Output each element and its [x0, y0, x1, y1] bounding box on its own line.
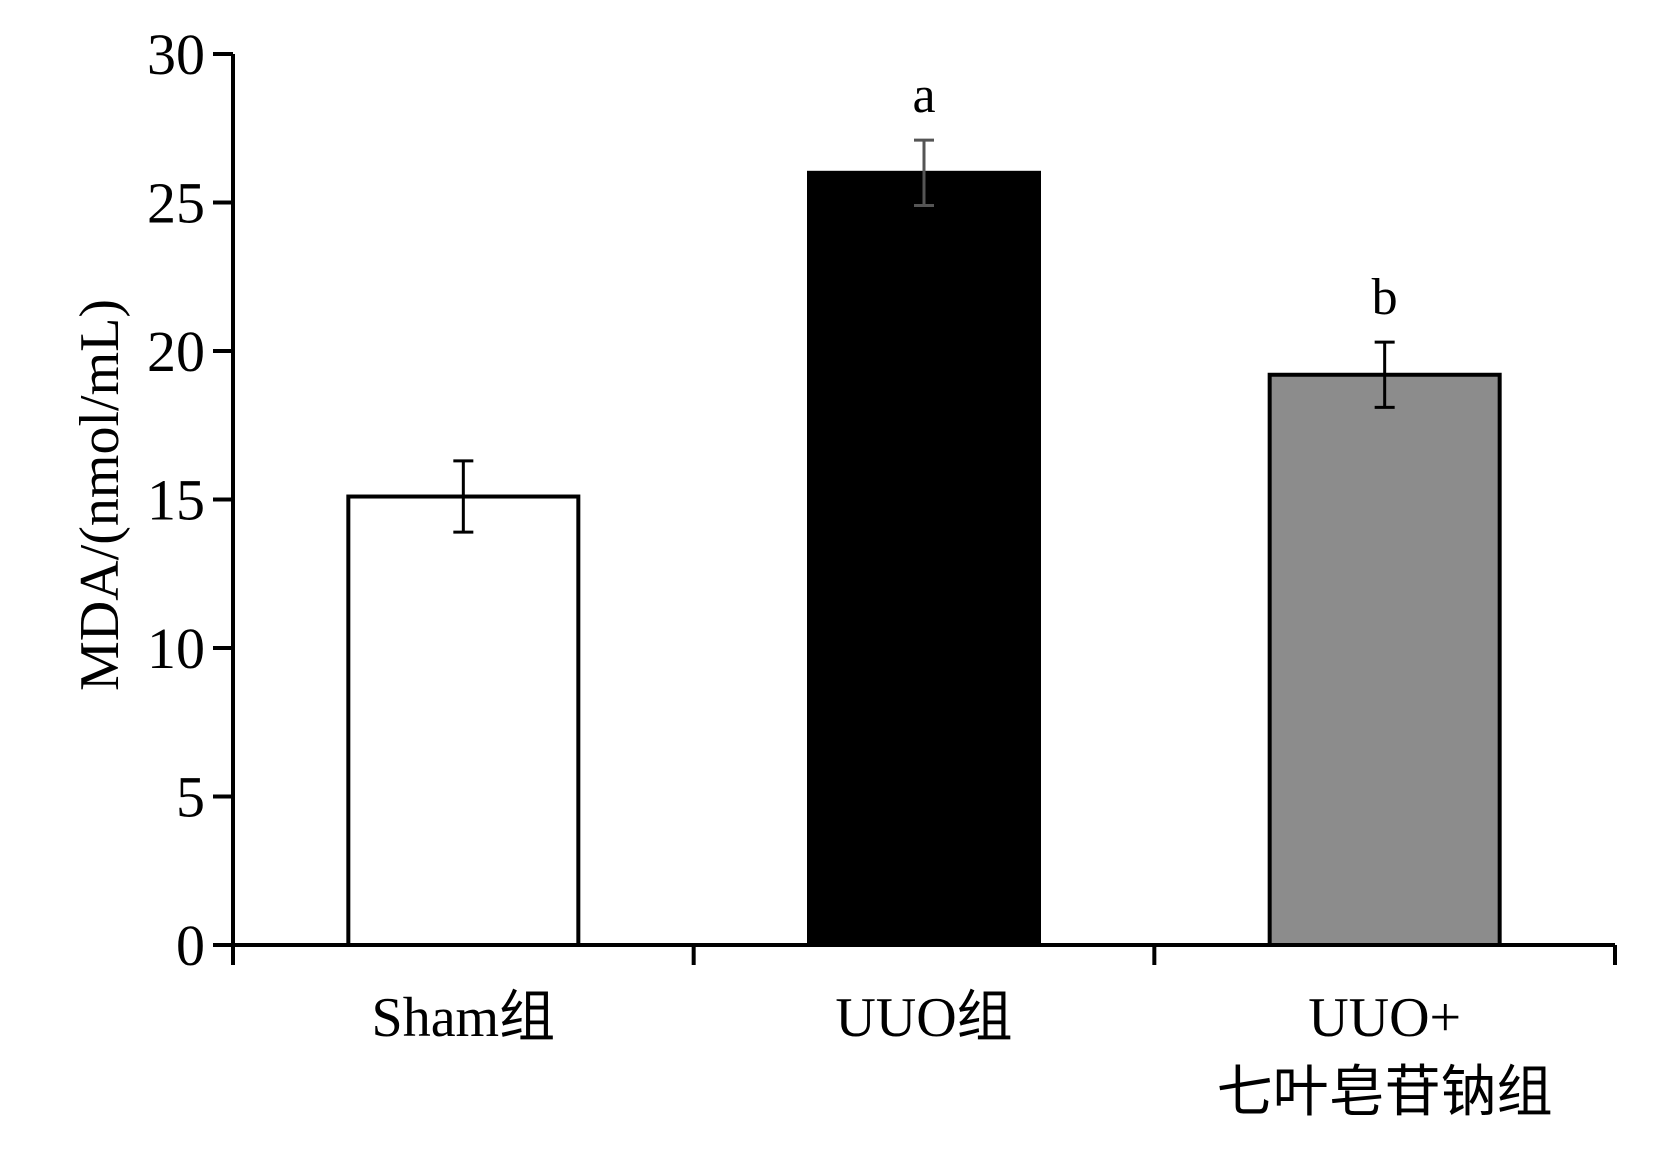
- y-tick-label-5: 5: [176, 765, 205, 830]
- bar-1: [807, 170, 1041, 948]
- significance-label-1: a: [912, 67, 935, 124]
- y-tick-label-0: 0: [176, 913, 205, 978]
- significance-label-2: b: [1372, 269, 1398, 326]
- chart-labels: MDA/(nmol/mL) Sham组 a UUO组 b UUO+ 七叶皂苷钠组: [69, 67, 1553, 1124]
- y-axis-label: MDA/(nmol/mL): [69, 299, 131, 691]
- y-tick-label-10: 10: [147, 616, 205, 681]
- x-category-label-2-line-0: UUO+: [1308, 987, 1461, 1049]
- y-tick-label-25: 25: [147, 171, 205, 236]
- x-category-label-2-line-1: 七叶皂苷钠组: [1217, 1062, 1553, 1124]
- y-tick-label-30: 30: [147, 22, 205, 87]
- chart-axes: 0 5 10 15 20 25 30: [147, 22, 1617, 978]
- bar-0: [346, 494, 581, 947]
- x-category-label-1-line-0: UUO组: [835, 987, 1012, 1049]
- y-tick-label-20: 20: [147, 319, 205, 384]
- bar-2: [1267, 372, 1502, 947]
- chart-error-bars: [453, 138, 1395, 534]
- chart-bars: [346, 170, 1502, 948]
- y-tick-label-15: 15: [147, 468, 205, 533]
- x-category-label-0-line-0: Sham组: [372, 987, 556, 1049]
